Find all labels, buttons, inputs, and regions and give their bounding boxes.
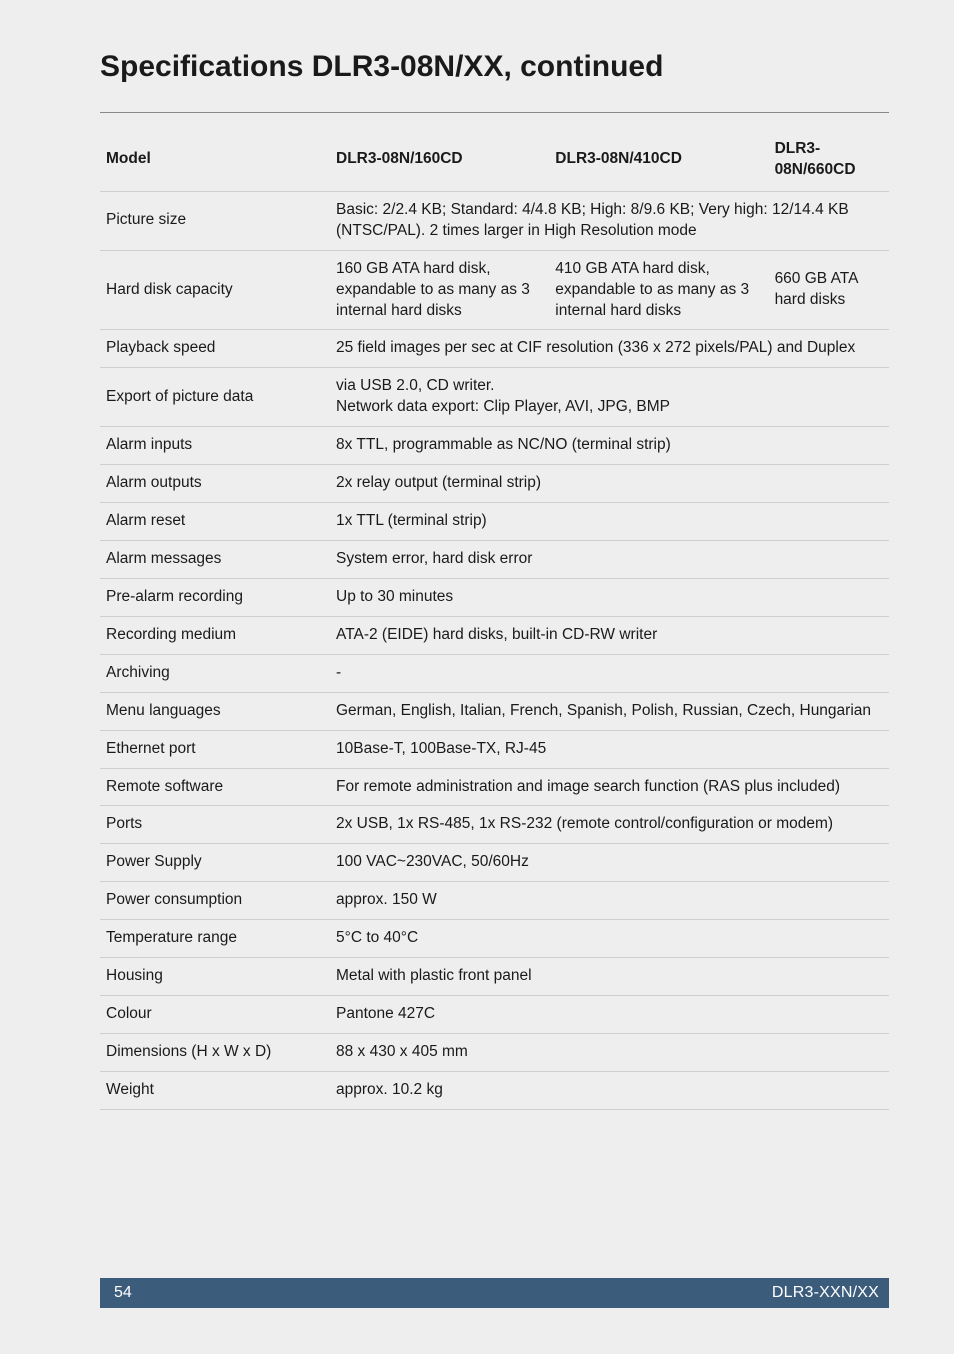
specifications-table: Model DLR3-08N/160CD DLR3-08N/410CD DLR3… <box>100 129 889 1110</box>
row-label: Menu languages <box>100 692 330 730</box>
table-row: Alarm inputs 8x TTL, programmable as NC/… <box>100 427 889 465</box>
table-row: Colour Pantone 427C <box>100 996 889 1034</box>
row-value: approx. 150 W <box>330 882 889 920</box>
table-row: Temperature range 5°C to 40°C <box>100 920 889 958</box>
header-col-160cd: DLR3-08N/160CD <box>330 129 549 191</box>
table-row: Recording medium ATA-2 (EIDE) hard disks… <box>100 616 889 654</box>
table-header-row: Model DLR3-08N/160CD DLR3-08N/410CD DLR3… <box>100 129 889 191</box>
table-row: Power Supply 100 VAC~230VAC, 50/60Hz <box>100 844 889 882</box>
row-value: via USB 2.0, CD writer. Network data exp… <box>330 368 889 427</box>
row-value: 5°C to 40°C <box>330 920 889 958</box>
page-title: Specifications DLR3-08N/XX, continued <box>100 50 889 84</box>
row-label: Power Supply <box>100 844 330 882</box>
row-value: 2x relay output (terminal strip) <box>330 465 889 503</box>
table-row: Power consumption approx. 150 W <box>100 882 889 920</box>
row-label: Housing <box>100 958 330 996</box>
table-row: Playback speed 25 field images per sec a… <box>100 330 889 368</box>
row-value-c3: 660 GB ATA hard disks <box>769 250 889 330</box>
row-value: 88 x 430 x 405 mm <box>330 1033 889 1071</box>
header-model: Model <box>100 129 330 191</box>
row-value: 10Base-T, 100Base-TX, RJ-45 <box>330 730 889 768</box>
table-row: Alarm messages System error, hard disk e… <box>100 540 889 578</box>
table-row: Dimensions (H x W x D) 88 x 430 x 405 mm <box>100 1033 889 1071</box>
row-label: Picture size <box>100 191 330 250</box>
table-row: Housing Metal with plastic front panel <box>100 958 889 996</box>
row-value: 8x TTL, programmable as NC/NO (terminal … <box>330 427 889 465</box>
row-label: Export of picture data <box>100 368 330 427</box>
row-value: Up to 30 minutes <box>330 578 889 616</box>
row-label: Alarm reset <box>100 503 330 541</box>
row-label: Ethernet port <box>100 730 330 768</box>
table-row: Menu languages German, English, Italian,… <box>100 692 889 730</box>
row-value: - <box>330 654 889 692</box>
table-row: Hard disk capacity 160 GB ATA hard disk,… <box>100 250 889 330</box>
row-label: Hard disk capacity <box>100 250 330 330</box>
row-label: Temperature range <box>100 920 330 958</box>
row-label: Pre-alarm recording <box>100 578 330 616</box>
row-label: Ports <box>100 806 330 844</box>
row-value: Metal with plastic front panel <box>330 958 889 996</box>
row-value: 100 VAC~230VAC, 50/60Hz <box>330 844 889 882</box>
row-value: Pantone 427C <box>330 996 889 1034</box>
row-value: System error, hard disk error <box>330 540 889 578</box>
footer-page-number: 54 <box>114 1284 132 1302</box>
row-value: Basic: 2/2.4 KB; Standard: 4/4.8 KB; Hig… <box>330 191 889 250</box>
row-label: Playback speed <box>100 330 330 368</box>
header-col-660cd: DLR3-08N/660CD <box>769 129 889 191</box>
table-row: Pre-alarm recording Up to 30 minutes <box>100 578 889 616</box>
table-row: Export of picture data via USB 2.0, CD w… <box>100 368 889 427</box>
table-row: Alarm outputs 2x relay output (terminal … <box>100 465 889 503</box>
row-value: 25 field images per sec at CIF resolutio… <box>330 330 889 368</box>
row-value: German, English, Italian, French, Spanis… <box>330 692 889 730</box>
row-value: approx. 10.2 kg <box>330 1071 889 1109</box>
row-label: Archiving <box>100 654 330 692</box>
row-value: ATA-2 (EIDE) hard disks, built-in CD-RW … <box>330 616 889 654</box>
row-label: Remote software <box>100 768 330 806</box>
row-value-c2: 410 GB ATA hard disk, expandable to as m… <box>549 250 768 330</box>
table-row: Picture size Basic: 2/2.4 KB; Standard: … <box>100 191 889 250</box>
table-row: Remote software For remote administratio… <box>100 768 889 806</box>
table-row: Ports 2x USB, 1x RS-485, 1x RS-232 (remo… <box>100 806 889 844</box>
row-label: Power consumption <box>100 882 330 920</box>
row-label: Alarm outputs <box>100 465 330 503</box>
table-row: Ethernet port 10Base-T, 100Base-TX, RJ-4… <box>100 730 889 768</box>
row-label: Dimensions (H x W x D) <box>100 1033 330 1071</box>
row-label: Colour <box>100 996 330 1034</box>
page-footer: 54 DLR3-XXN/XX <box>100 1278 889 1308</box>
row-label: Alarm inputs <box>100 427 330 465</box>
page-background: Specifications DLR3-08N/XX, continued Mo… <box>0 0 954 1354</box>
row-value-c1: 160 GB ATA hard disk, expandable to as m… <box>330 250 549 330</box>
table-row: Weight approx. 10.2 kg <box>100 1071 889 1109</box>
table-row: Archiving - <box>100 654 889 692</box>
header-col-410cd: DLR3-08N/410CD <box>549 129 768 191</box>
title-divider <box>100 112 889 113</box>
row-label: Weight <box>100 1071 330 1109</box>
footer-doc-id: DLR3-XXN/XX <box>772 1284 879 1302</box>
row-value: For remote administration and image sear… <box>330 768 889 806</box>
table-row: Alarm reset 1x TTL (terminal strip) <box>100 503 889 541</box>
row-value: 1x TTL (terminal strip) <box>330 503 889 541</box>
row-label: Recording medium <box>100 616 330 654</box>
row-label: Alarm messages <box>100 540 330 578</box>
row-value: 2x USB, 1x RS-485, 1x RS-232 (remote con… <box>330 806 889 844</box>
